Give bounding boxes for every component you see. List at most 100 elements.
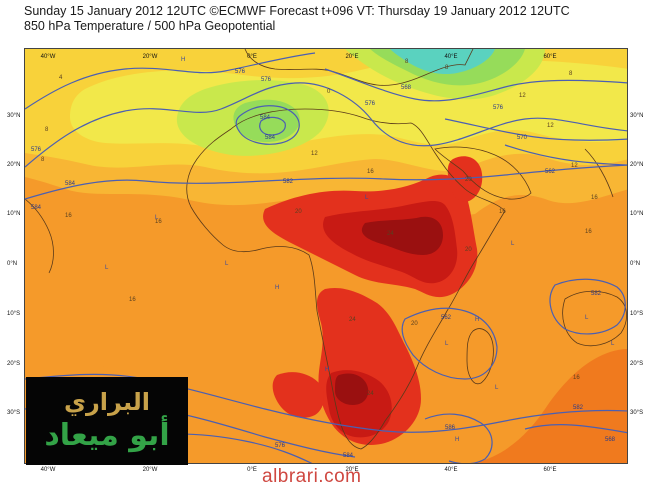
contour-label: 576 [365,101,376,107]
temperature-label: 24 [387,231,394,237]
lon-label: 0°E [247,54,257,60]
temperature-label: 20 [465,177,472,183]
contour-568-northeast [324,68,627,102]
temp-band-red-horn [447,156,483,202]
temperature-label: 16 [65,213,72,219]
lat-label: 20°S [7,361,21,367]
lon-label: 20°E [345,467,359,473]
contour-586-south-indian [401,307,498,380]
temperature-label: 20 [295,209,302,215]
high-marker: H [475,317,479,323]
lon-label: 20°W [142,54,158,60]
lat-label: 10°S [7,311,21,317]
contour-584-cutoff [235,105,300,145]
lon-label: 20°E [345,54,359,60]
lat-label: 30°N [630,113,644,119]
lon-label: 20°W [142,467,158,473]
high-marker: H [325,367,329,373]
contour-label: 568 [605,437,616,443]
geopotential-contours [25,52,627,463]
lon-label: 40°E [444,54,458,60]
contour-label: 584 [343,453,354,459]
coastlines [25,49,627,450]
temperature-label: 4 [59,75,63,81]
arabia-coastline [434,146,532,200]
temperature-label: 16 [585,229,592,235]
temperature-label: 16 [499,209,506,215]
high-marker: H [275,285,279,291]
contour-label: 562 [441,315,452,321]
contour-584-west [25,82,627,168]
temperature-label: 12 [519,93,526,99]
lon-label: 0°E [247,467,257,473]
temperature-label: 16 [367,169,374,175]
contour-582-mid [25,164,627,200]
logo-subtitle: أبو ميعاد [44,418,170,453]
site-watermark: albrari.com [262,466,362,487]
lon-label: 40°W [40,54,56,60]
temperature-label: 16 [591,195,598,201]
madagascar-coastline [466,328,494,385]
lon-label: 60°E [543,467,557,473]
contour-label: 584 [31,205,42,211]
temp-band-red-angola [272,372,324,418]
contour-label: 584 [65,181,76,187]
temperature-label: 20 [465,247,472,253]
contour-570-east [444,118,627,141]
temperature-label: 0 [327,89,331,95]
temperature-label: 8 [41,157,45,163]
lat-label: 20°N [630,162,644,168]
high-marker: H [455,437,459,443]
contour-label: 576 [235,69,246,75]
temperature-label: 8 [445,65,449,71]
contour-label: 570 [517,135,528,141]
lat-label: 10°N [630,211,644,217]
africa-coastline [186,108,506,450]
temperature-label: 16 [573,375,580,381]
contour-562-east [504,144,627,166]
temp-band-dark-red-south [335,373,369,405]
lon-label: 40°W [40,467,56,473]
contour-576-cutoff [259,116,286,136]
lat-label: 30°S [7,410,21,416]
india-coastline [584,148,614,198]
contour-label: 584 [260,115,271,121]
contour-label: 584 [265,135,276,141]
contour-576-se [424,413,493,463]
low-marker: L [495,385,499,391]
low-marker: L [611,341,615,347]
lat-label: 10°S [630,311,644,317]
contour-584-australia [549,278,626,335]
low-marker: L [105,265,109,271]
albrari-logo: البراري أبو ميعاد [26,377,188,465]
low-marker: L [511,241,515,247]
temp-band-pale-yellow [70,59,627,148]
lon-label: 60°E [543,54,557,60]
temp-band-north-cyan [390,49,495,75]
contour-576-far-se [524,424,627,434]
temp-band-dark-red-central [361,216,443,255]
low-marker: L [365,195,369,201]
contour-label: 576 [493,105,504,111]
contour-label: 576 [31,147,42,153]
temperature-label: 24 [349,317,356,323]
forecast-subtitle: 850 hPa Temperature / 500 hPa Geopotenti… [24,19,276,33]
south-america-coastline [25,198,54,274]
contour-label: 562 [545,169,556,175]
contour-label: 576 [275,443,286,449]
europe-coastline [244,49,474,86]
temperature-label: 8 [569,71,573,77]
temperature-label: 16 [129,297,136,303]
temperature-label: 12 [311,151,318,157]
temperature-label: 12 [547,123,554,129]
temperature-labels: 0 8 4 8 12 16 16 16 16 16 12 12 16 20 24… [41,59,598,397]
contour-label: 582 [573,405,584,411]
high-marker: H [181,57,185,63]
map-header: Sunday 15 January 2012 12UTC ©ECMWF Fore… [24,4,570,34]
contour-label: 576 [261,77,272,83]
lat-label: 30°N [7,113,21,119]
forecast-title: Sunday 15 January 2012 12UTC ©ECMWF Fore… [24,4,570,18]
lat-label: 0°N [7,261,18,267]
lat-label: 30°S [630,410,644,416]
temperature-label: 24 [367,391,374,397]
